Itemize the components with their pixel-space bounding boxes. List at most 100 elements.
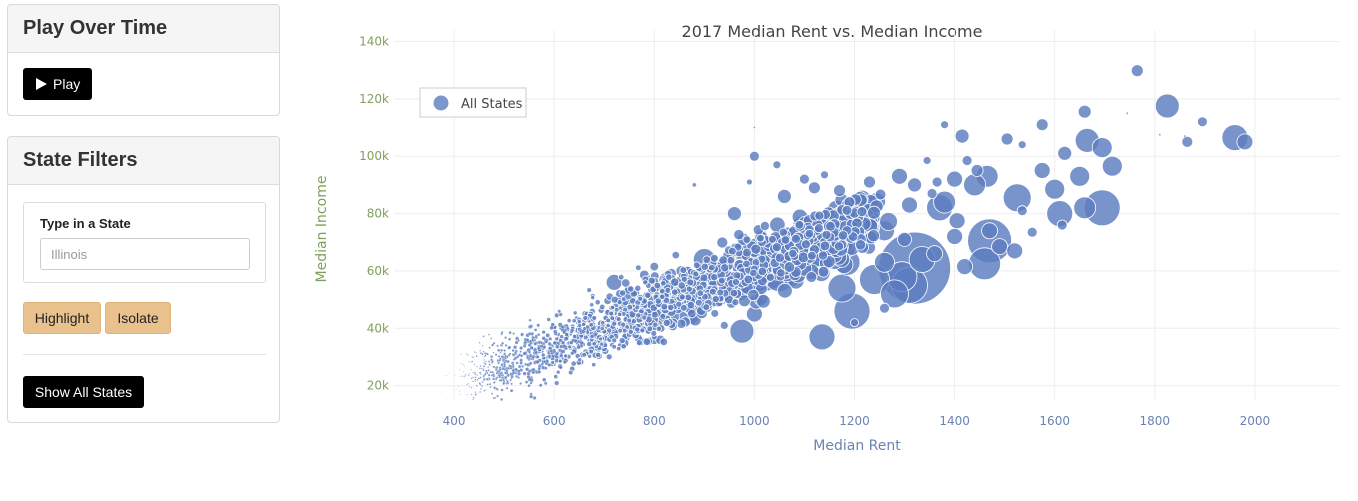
bubble-point[interactable] — [605, 317, 612, 324]
bubble-point[interactable] — [627, 285, 635, 293]
bubble-point[interactable] — [933, 190, 956, 214]
bubble-point[interactable] — [548, 354, 552, 358]
bubble-point[interactable] — [581, 329, 586, 334]
bubble-point[interactable] — [804, 228, 815, 239]
bubble-point[interactable] — [462, 370, 465, 373]
bubble-point[interactable] — [487, 366, 490, 369]
bubble-point[interactable] — [500, 344, 504, 347]
bubble-point[interactable] — [655, 325, 662, 332]
bubble-point[interactable] — [468, 360, 470, 363]
bubble-point[interactable] — [820, 170, 829, 180]
bubble-point[interactable] — [480, 373, 483, 376]
bubble-point[interactable] — [742, 235, 752, 245]
bubble-point[interactable] — [576, 345, 581, 350]
bubble-point[interactable] — [671, 250, 680, 260]
bubble-point[interactable] — [901, 196, 918, 214]
bubble-point[interactable] — [757, 266, 768, 277]
bubble-point[interactable] — [515, 361, 519, 365]
bubble-point[interactable] — [503, 352, 507, 356]
bubble-point[interactable] — [678, 293, 686, 301]
bubble-point[interactable] — [497, 372, 500, 375]
bubble-point[interactable] — [1044, 178, 1066, 200]
bubble-point[interactable] — [528, 350, 532, 354]
bubble-point[interactable] — [467, 382, 469, 385]
bubble-point[interactable] — [1002, 183, 1032, 213]
bubble-point[interactable] — [946, 228, 963, 245]
bubble-point[interactable] — [511, 369, 515, 373]
bubble-point[interactable] — [494, 353, 498, 356]
bubble-point[interactable] — [497, 348, 501, 352]
bubble-point[interactable] — [499, 357, 502, 360]
bubble-point[interactable] — [679, 304, 688, 312]
bubble-point[interactable] — [508, 337, 512, 341]
bubble-point[interactable] — [468, 372, 470, 375]
bubble-point[interactable] — [659, 287, 666, 295]
bubble-point[interactable] — [686, 278, 695, 287]
bubble-point[interactable] — [874, 251, 895, 273]
bubble-point[interactable] — [880, 279, 909, 309]
bubble-point[interactable] — [457, 385, 459, 388]
bubble-point[interactable] — [489, 385, 492, 389]
bubble-point[interactable] — [537, 367, 541, 371]
bubble-point[interactable] — [562, 344, 567, 349]
bubble-point[interactable] — [481, 380, 484, 384]
bubble-point[interactable] — [581, 351, 588, 358]
bubble-point[interactable] — [529, 345, 535, 351]
bubble-point[interactable] — [464, 375, 466, 377]
bubble-point[interactable] — [500, 362, 504, 366]
bubble-point[interactable] — [991, 238, 1008, 256]
bubble-point[interactable] — [731, 298, 740, 307]
bubble-point[interactable] — [483, 359, 486, 361]
bubble-point[interactable] — [1077, 104, 1092, 119]
bubble-point[interactable] — [644, 291, 652, 299]
bubble-point[interactable] — [1069, 165, 1091, 187]
bubble-point[interactable] — [521, 364, 525, 368]
bubble-point[interactable] — [534, 334, 538, 338]
bubble-point[interactable] — [511, 348, 515, 352]
bubble-point[interactable] — [505, 378, 508, 382]
bubble-point[interactable] — [468, 386, 471, 388]
bubble-point[interactable] — [591, 315, 598, 321]
bubble-point[interactable] — [772, 160, 782, 170]
bubble-point[interactable] — [613, 306, 620, 313]
bubble-point[interactable] — [783, 261, 796, 273]
bubble-point[interactable] — [685, 285, 693, 293]
legend[interactable]: All States — [419, 87, 527, 118]
bubble-point[interactable] — [478, 341, 481, 344]
bubble-point[interactable] — [463, 365, 466, 367]
bubble-point[interactable] — [491, 370, 494, 374]
bubble-point[interactable] — [533, 328, 538, 332]
bubble-point[interactable] — [540, 362, 544, 366]
bubble-point[interactable] — [490, 355, 494, 358]
bubble-point[interactable] — [488, 382, 492, 386]
bubble-point[interactable] — [579, 340, 584, 346]
bubble-point[interactable] — [522, 371, 527, 376]
bubble-point[interactable] — [510, 376, 513, 380]
bubble-point[interactable] — [1006, 242, 1024, 260]
bubble-point[interactable] — [702, 303, 711, 311]
bubble-point[interactable] — [480, 387, 483, 390]
bubble-point[interactable] — [1130, 64, 1144, 78]
bubble-point[interactable] — [696, 289, 704, 297]
bubble-point[interactable] — [543, 360, 547, 364]
bubble-point[interactable] — [531, 355, 535, 359]
bubble-point[interactable] — [649, 261, 660, 272]
bubble-point[interactable] — [768, 235, 777, 244]
bubble-point[interactable] — [486, 383, 489, 386]
bubble-point[interactable] — [481, 384, 484, 388]
bubble-point[interactable] — [567, 344, 573, 350]
bubble-point[interactable] — [492, 377, 496, 381]
bubble-point[interactable] — [794, 220, 805, 230]
bubble-point[interactable] — [598, 303, 606, 311]
bubble-point[interactable] — [620, 343, 627, 350]
bubble-point[interactable] — [449, 372, 451, 374]
bubble-point[interactable] — [616, 345, 622, 352]
bubble-point[interactable] — [570, 360, 577, 367]
bubble-point[interactable] — [677, 281, 686, 290]
bubble-point[interactable] — [528, 361, 533, 366]
bubble-point[interactable] — [805, 271, 818, 283]
bubble-point[interactable] — [479, 349, 482, 352]
bubble-point[interactable] — [639, 327, 646, 334]
bubble-point[interactable] — [503, 349, 506, 352]
bubble-point[interactable] — [519, 346, 524, 350]
